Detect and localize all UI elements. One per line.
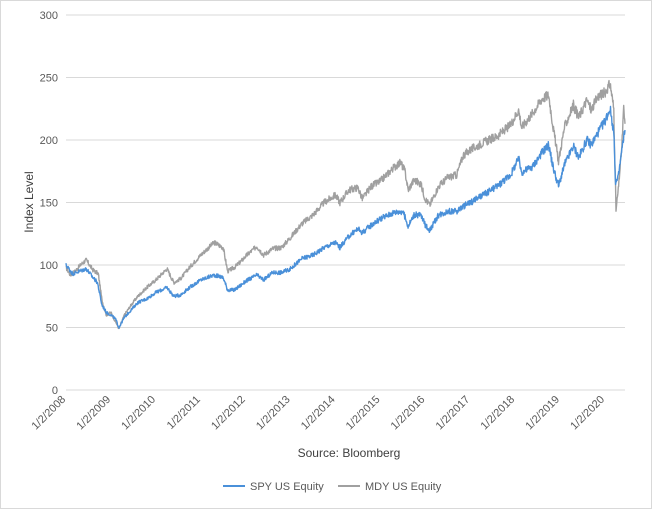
x-tick-label: 1/2/2012 <box>209 394 248 433</box>
y-tick-label: 50 <box>46 323 58 335</box>
y-tick-labels: 0 50 100 150 200 250 300 <box>40 10 58 397</box>
x-tick-label: 1/2/2019 <box>523 394 562 433</box>
y-tick-label: 300 <box>40 10 58 22</box>
x-axis-title: Source: Bloomberg <box>298 446 401 460</box>
series-lines <box>65 79 626 330</box>
x-tick-label: 1/2/2017 <box>434 394 473 433</box>
y-tick-label: 250 <box>40 73 58 85</box>
x-tick-label: 1/2/2009 <box>74 394 113 433</box>
x-tick-label: 1/2/2020 <box>568 394 607 433</box>
x-tick-labels: 1/2/2008 1/2/2009 1/2/2010 1/2/2011 1/2/2012… <box>29 394 607 433</box>
y-tick-label: 150 <box>40 198 58 210</box>
series-line-spy <box>65 105 626 329</box>
legend: SPY US Equity MDY US Equity <box>223 481 442 493</box>
legend-label: MDY US Equity <box>365 481 442 493</box>
gridlines <box>66 14 625 391</box>
x-tick-label: 1/2/2013 <box>254 394 293 433</box>
y-tick-label: 0 <box>52 385 58 397</box>
x-tick-label: 1/2/2014 <box>299 394 338 433</box>
y-tick-label: 100 <box>40 260 58 272</box>
x-tick-label: 1/2/2016 <box>389 394 428 433</box>
legend-label: SPY US Equity <box>250 481 324 493</box>
x-tick-label: 1/2/2015 <box>344 394 383 433</box>
y-tick-label: 200 <box>40 135 58 147</box>
x-tick-label: 1/2/2018 <box>478 394 517 433</box>
x-tick-label: 1/2/2008 <box>29 394 68 433</box>
series-line-mdy <box>65 79 626 330</box>
x-tick-label: 1/2/2011 <box>165 394 203 432</box>
x-tick-label: 1/2/2010 <box>119 394 158 433</box>
y-axis-title: Index Level <box>22 171 36 232</box>
